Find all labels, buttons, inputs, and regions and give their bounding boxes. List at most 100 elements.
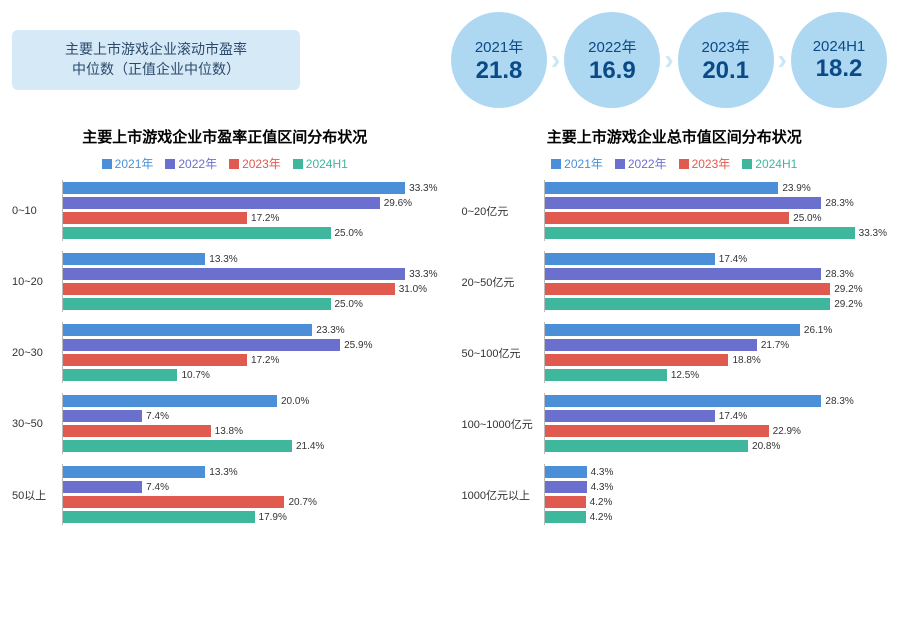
bar-value-label: 10.7%	[181, 370, 209, 381]
bar-row: 31.0%	[63, 282, 438, 296]
group-label: 20~30	[12, 347, 60, 359]
bar	[545, 253, 715, 265]
bubble-value: 20.1	[702, 57, 749, 85]
bar-row: 17.4%	[545, 252, 888, 266]
bar-row: 25.9%	[63, 338, 438, 352]
group-label: 100~1000亿元	[462, 416, 542, 432]
group-label: 1000亿元以上	[462, 487, 542, 503]
bar-value-label: 7.4%	[146, 411, 169, 422]
stat-bubble: 2023年20.1	[678, 12, 774, 108]
bar-value-label: 12.5%	[671, 370, 699, 381]
bar-row: 33.3%	[545, 226, 888, 240]
legend-swatch	[742, 159, 752, 169]
bar-value-label: 13.8%	[215, 426, 243, 437]
legend-item: 2021年	[102, 155, 154, 172]
left-chart-title: 主要上市游戏企业市盈率正值区间分布状况	[12, 126, 438, 147]
bar	[545, 298, 831, 310]
bar-group: 20~50亿元17.4%28.3%29.2%29.2%	[462, 251, 888, 312]
bars-area: 23.9%28.3%25.0%33.3%	[544, 180, 888, 241]
bar-value-label: 33.3%	[859, 228, 887, 239]
bar-value-label: 7.4%	[146, 482, 169, 493]
chevron-icon: ›	[551, 44, 560, 76]
left-chart: 主要上市游戏企业市盈率正值区间分布状况 2021年2022年2023年2024H…	[12, 126, 438, 535]
bar-row: 33.3%	[63, 181, 438, 195]
bar	[63, 466, 205, 478]
bar-value-label: 31.0%	[399, 284, 427, 295]
bar-value-label: 21.4%	[296, 441, 324, 452]
bar-value-label: 4.3%	[591, 482, 614, 493]
legend-swatch	[102, 159, 112, 169]
stat-bubble: 2022年16.9	[564, 12, 660, 108]
bar-group: 10~2013.3%33.3%31.0%25.0%	[12, 251, 438, 312]
bar	[545, 511, 586, 523]
legend-item: 2023年	[229, 155, 281, 172]
legend-label: 2022年	[178, 155, 217, 172]
bubble-value: 21.8	[476, 57, 523, 85]
bars-area: 13.3%7.4%20.7%17.9%	[62, 464, 438, 525]
bar-group: 0~1033.3%29.6%17.2%25.0%	[12, 180, 438, 241]
chevron-icon: ›	[778, 44, 787, 76]
bar	[63, 182, 405, 194]
bar-row: 17.4%	[545, 409, 888, 423]
right-chart-legend: 2021年2022年2023年2024H1	[462, 155, 888, 172]
right-chart-bars: 0~20亿元23.9%28.3%25.0%33.3%20~50亿元17.4%28…	[462, 180, 888, 525]
stat-bubble: 2024H118.2	[791, 12, 887, 108]
bar-row: 28.3%	[545, 267, 888, 281]
bar-row: 20.8%	[545, 439, 888, 453]
bar-row: 4.3%	[545, 480, 888, 494]
bar-value-label: 13.3%	[209, 254, 237, 265]
bar-row: 29.6%	[63, 196, 438, 210]
bar	[63, 440, 292, 452]
bar-value-label: 29.6%	[384, 198, 412, 209]
bars-area: 20.0%7.4%13.8%21.4%	[62, 393, 438, 454]
legend-label: 2021年	[115, 155, 154, 172]
bar-row: 21.4%	[63, 439, 438, 453]
bar-row: 17.9%	[63, 510, 438, 524]
bar-value-label: 17.2%	[251, 213, 279, 224]
bar	[63, 354, 247, 366]
bar-row: 13.3%	[63, 465, 438, 479]
bar-row: 13.8%	[63, 424, 438, 438]
bar	[545, 481, 587, 493]
group-label: 50~100亿元	[462, 345, 542, 361]
bar-value-label: 17.9%	[259, 512, 287, 523]
legend-swatch	[293, 159, 303, 169]
bar	[63, 324, 312, 336]
legend-swatch	[165, 159, 175, 169]
bar	[63, 339, 340, 351]
bubble-row: 2021年21.8›2022年16.9›2023年20.1›2024H118.2	[306, 12, 887, 108]
bar-row: 33.3%	[63, 267, 438, 281]
bar-row: 23.3%	[63, 323, 438, 337]
bar	[63, 283, 395, 295]
left-chart-bars: 0~1033.3%29.6%17.2%25.0%10~2013.3%33.3%3…	[12, 180, 438, 525]
group-label: 0~10	[12, 205, 60, 217]
legend-label: 2022年	[628, 155, 667, 172]
legend-item: 2022年	[615, 155, 667, 172]
bar	[545, 425, 769, 437]
bar	[545, 440, 749, 452]
bar-row: 25.0%	[545, 211, 888, 225]
stat-bubble: 2021年21.8	[451, 12, 547, 108]
header-title-box: 主要上市游戏企业滚动市盈率 中位数（正值企业中位数）	[12, 30, 300, 89]
bar-value-label: 22.9%	[773, 426, 801, 437]
bar	[545, 324, 800, 336]
legend-item: 2024H1	[742, 155, 797, 172]
bar-value-label: 29.2%	[834, 299, 862, 310]
bar	[63, 496, 284, 508]
bar-row: 22.9%	[545, 424, 888, 438]
bar-row: 7.4%	[63, 480, 438, 494]
bar-value-label: 25.0%	[793, 213, 821, 224]
bar-row: 28.3%	[545, 394, 888, 408]
charts-row: 主要上市游戏企业市盈率正值区间分布状况 2021年2022年2023年2024H…	[12, 126, 887, 535]
bar-group: 20~3023.3%25.9%17.2%10.7%	[12, 322, 438, 383]
bar-value-label: 23.9%	[782, 183, 810, 194]
bar-row: 23.9%	[545, 181, 888, 195]
bar	[63, 197, 380, 209]
bar-value-label: 13.3%	[209, 467, 237, 478]
bar	[63, 511, 255, 523]
bar-group: 50~100亿元26.1%21.7%18.8%12.5%	[462, 322, 888, 383]
bar-value-label: 25.0%	[335, 299, 363, 310]
bars-area: 23.3%25.9%17.2%10.7%	[62, 322, 438, 383]
bar	[63, 425, 211, 437]
bar	[545, 197, 822, 209]
